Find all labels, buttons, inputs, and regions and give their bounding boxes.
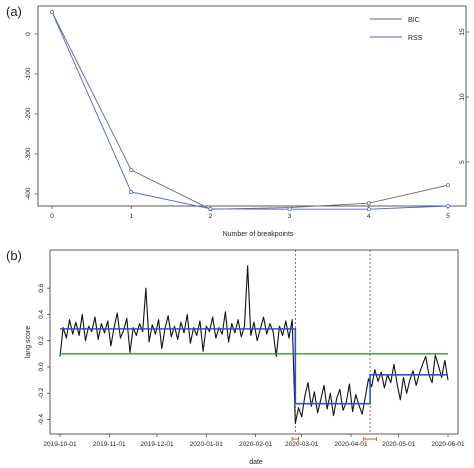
panel-a-x-tick-label: 0 — [50, 213, 54, 220]
panel-b-y-axis-title: lang score — [25, 326, 32, 358]
panel-b: (b) -0.4-0.20.00.20.40.6 2019-10-01 2019-… — [6, 248, 465, 466]
panel-b-y-tick-label: -0.2 — [38, 387, 45, 399]
panel-a-x-tick-label: 3 — [288, 213, 292, 220]
panel-a: (a) 0 -100 -200 -300 -400 15 10 5 0 1 2 3 4 5 Numbe… — [6, 4, 469, 238]
bic-line — [51, 11, 449, 210]
panel-b-x-axis-title: date — [249, 459, 263, 466]
panel-b-label: (b) — [6, 248, 22, 263]
lang-score-series-line — [59, 265, 449, 424]
panel-a-x-tick-label: 2 — [209, 213, 213, 220]
rss-point — [50, 10, 54, 14]
panel-a-legend: BIC RSS — [370, 17, 423, 42]
rss-line — [51, 11, 449, 210]
bic-point — [446, 183, 450, 188]
panel-a-x-tick-label: 1 — [129, 213, 133, 220]
panel-b-x-tick-label: 2020-02-01 — [239, 441, 273, 448]
panel-b-x-tick-label: 2019-12-01 — [140, 441, 174, 448]
panel-b-x-tick-label: 2020-03-01 — [285, 441, 319, 448]
panel-b-y-axis: -0.4 -0.2 0.0 0.2 0.4 0.6 — [38, 283, 50, 425]
panel-b-x-tick-label: 2020-01-01 — [190, 441, 224, 448]
bic-point — [129, 168, 134, 172]
panel-b-x-tick-label: 2019-11-01 — [93, 441, 126, 448]
panel-a-left-tick-label: -100 — [25, 67, 32, 80]
panel-a-left-axis: 0 -100 -200 -300 -400 — [25, 32, 38, 201]
rss-point — [366, 207, 371, 212]
fitted-segments-line — [60, 328, 448, 405]
rss-point — [129, 190, 134, 194]
panel-b-x-tick-label: 2020-06-01 — [431, 441, 465, 448]
panel-a-right-tick-label: 15 — [459, 28, 466, 36]
panel-b-y-tick-label: 0.2 — [38, 336, 45, 345]
legend-rss-label: RSS — [408, 35, 423, 42]
panel-b-x-tick-label: 2019-10-01 — [43, 441, 77, 448]
panel-b-plot-frame — [49, 249, 459, 435]
panel-b-y-tick-label: 0.4 — [38, 310, 45, 319]
panel-a-x-tick-label: 4 — [367, 213, 371, 220]
panel-a-left-tick-label: 0 — [25, 32, 32, 36]
panel-a-left-tick-label: -400 — [25, 187, 32, 200]
rss-point — [446, 204, 450, 208]
panel-a-right-axis: 15 10 5 — [459, 28, 469, 164]
rss-point — [287, 207, 292, 212]
panel-b-y-tick-label: -0.4 — [38, 414, 45, 426]
panel-b-y-tick-label: 0.0 — [38, 362, 45, 371]
panel-b-x-tick-label: 2020-04-01 — [334, 441, 368, 448]
panel-a-label: (a) — [6, 4, 22, 19]
panel-b-series — [59, 250, 449, 441]
panel-a-x-tick-label: 5 — [446, 213, 450, 220]
panel-a-x-axis-title: Number of breakpoints — [223, 231, 294, 238]
panel-a-left-tick-label: -300 — [25, 147, 32, 160]
panel-a-right-tick-label: 5 — [459, 160, 466, 164]
panel-b-x-axis: 2019-10-01 2019-11-01 2019-12-01 2020-01-01… — [43, 434, 465, 448]
bic-point — [366, 201, 371, 206]
panel-a-right-tick-label: 10 — [459, 93, 466, 101]
rss-point — [208, 206, 213, 211]
panel-a-plot-frame — [37, 5, 467, 207]
panel-b-y-tick-label: 0.6 — [38, 283, 45, 292]
panel-b-x-tick-label: 2020-05-01 — [382, 441, 416, 448]
panel-a-series — [50, 10, 450, 212]
legend-bic-label: BIC — [408, 17, 420, 24]
panel-a-left-tick-label: -200 — [25, 107, 32, 120]
